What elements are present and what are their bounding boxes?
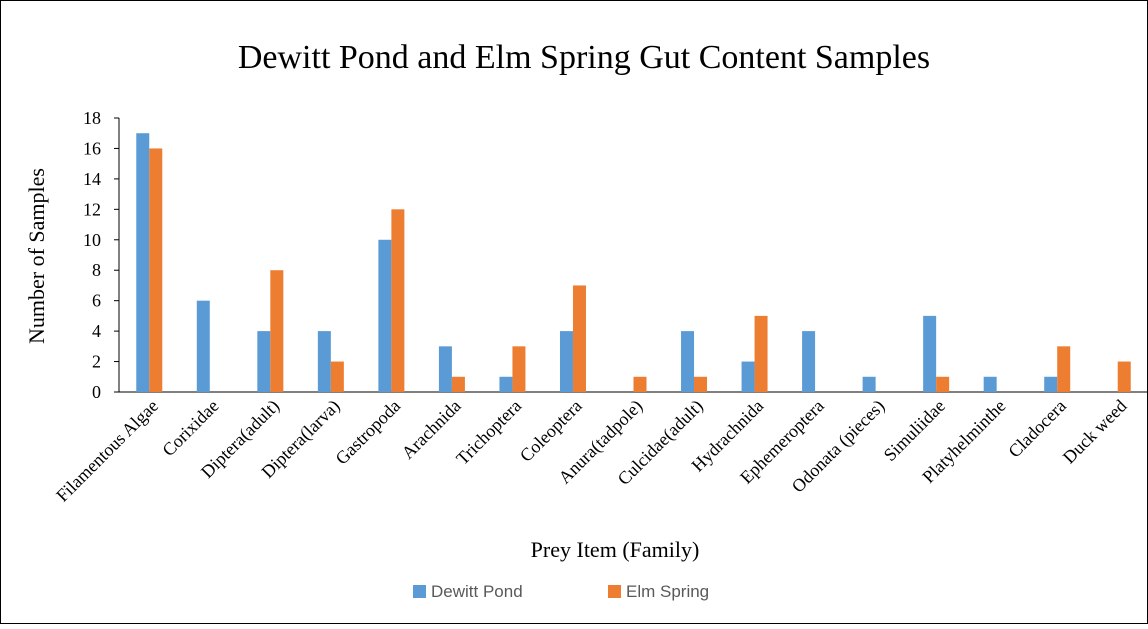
y-tick-label: 8: [92, 260, 101, 280]
y-tick-label: 16: [83, 138, 101, 158]
chart-title: Dewitt Pond and Elm Spring Gut Content S…: [238, 39, 930, 76]
bar-elm-spring: [572, 285, 586, 392]
bar-dewitt-pond: [136, 133, 150, 392]
bar-dewitt-pond: [317, 331, 331, 392]
bar-dewitt-pond: [802, 331, 816, 392]
bar-elm-spring: [330, 361, 344, 392]
bar-dewitt-pond: [257, 331, 271, 392]
bar-elm-spring: [936, 376, 950, 392]
y-tick-label: 2: [92, 352, 101, 372]
y-tick-label: 0: [92, 382, 101, 402]
bar-elm-spring: [1057, 346, 1071, 392]
bar-elm-spring: [512, 346, 526, 392]
bar-dewitt-pond: [862, 376, 876, 392]
bar-elm-spring: [149, 148, 163, 392]
y-tick-label: 12: [83, 199, 101, 219]
bar-dewitt-pond: [1044, 376, 1058, 392]
bar-elm-spring: [754, 315, 768, 392]
bar-dewitt-pond: [499, 376, 513, 392]
y-tick-label: 6: [92, 291, 101, 311]
legend-swatch-dewitt-pond: [413, 585, 426, 598]
bar-elm-spring: [270, 270, 284, 392]
legend-label: Dewitt Pond: [431, 582, 523, 601]
bar-dewitt-pond: [983, 376, 997, 392]
bar-elm-spring: [633, 376, 647, 392]
legend-label: Elm Spring: [626, 582, 709, 601]
y-tick-label: 14: [83, 169, 101, 189]
bar-elm-spring: [694, 376, 708, 392]
y-tick-label: 10: [83, 230, 101, 250]
y-tick-label: 18: [83, 108, 101, 128]
bar-dewitt-pond: [438, 346, 452, 392]
bar-elm-spring: [1117, 361, 1131, 392]
y-tick-label: 4: [92, 321, 101, 341]
bar-dewitt-pond: [378, 239, 392, 392]
bar-dewitt-pond: [559, 331, 573, 392]
legend: Dewitt Pond Elm Spring: [413, 582, 709, 601]
legend-swatch-elm-spring: [608, 585, 621, 598]
bar-dewitt-pond: [196, 300, 210, 392]
x-axis-label: Prey Item (Family): [531, 537, 700, 562]
bar-dewitt-pond: [923, 315, 937, 392]
bar-elm-spring: [451, 376, 465, 392]
bar-dewitt-pond: [681, 331, 695, 392]
bar-elm-spring: [391, 209, 405, 392]
bar-dewitt-pond: [741, 361, 755, 392]
y-axis-label: Number of Samples: [24, 168, 49, 344]
